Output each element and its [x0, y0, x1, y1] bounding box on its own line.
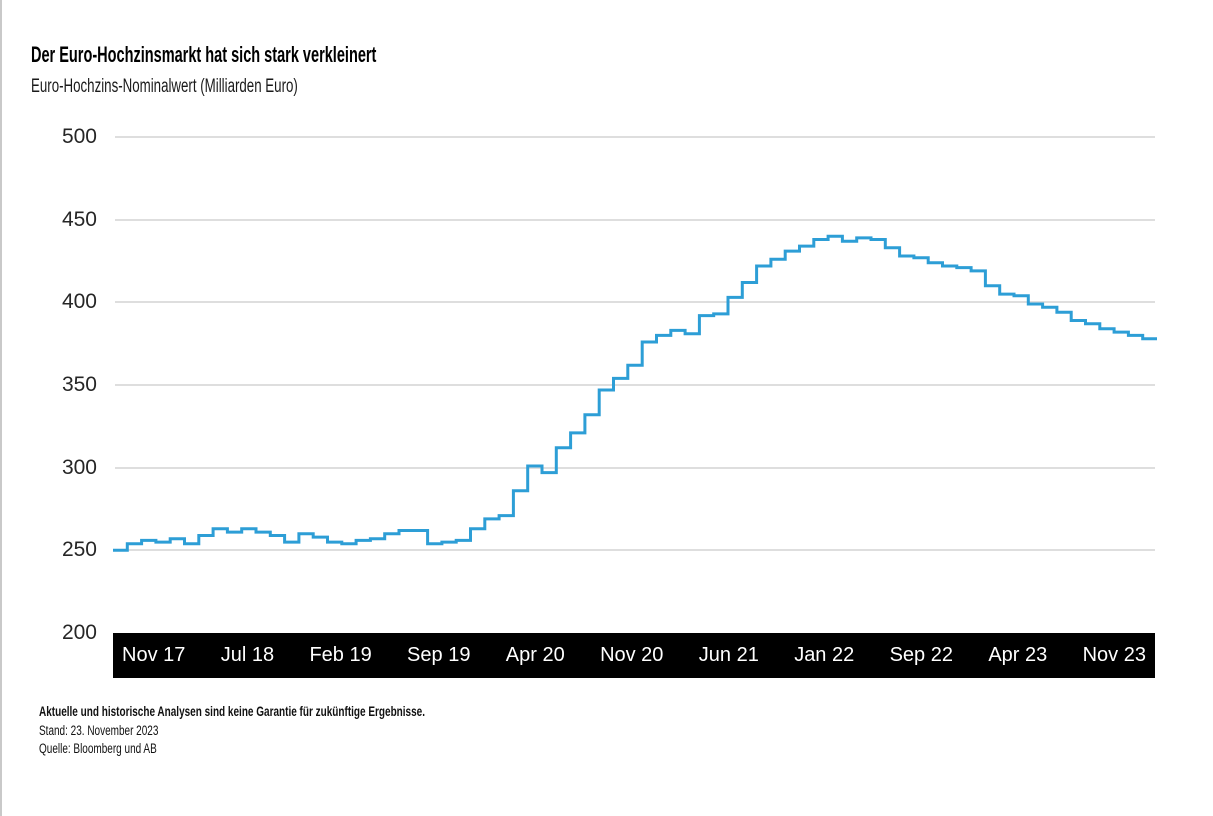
footnote-quelle: Quelle: Bloomberg und AB — [39, 741, 157, 756]
y-tick-label: 200 — [61, 621, 97, 644]
y-tick-label: 400 — [61, 290, 97, 314]
gridline — [115, 549, 1155, 552]
x-axis-bar: Nov 17 Jul 18 Feb 19 Sep 19 Apr 20 Nov 20 Jun … — [113, 633, 1155, 678]
footnote: Aktuelle und historische Analysen sind k… — [39, 703, 561, 759]
y-tick-label: 450 — [61, 207, 97, 231]
page-title: Der Euro-Hochzinsmarkt hat sich stark ve… — [31, 42, 377, 67]
x-tick-label: Sep 22 — [889, 644, 953, 666]
x-tick-label: Jan 22 — [794, 644, 855, 666]
x-tick-label: Apr 20 — [505, 644, 565, 666]
page-left-border — [0, 0, 2, 816]
gridline — [115, 384, 1155, 386]
y-tick-label: 250 — [61, 538, 97, 562]
x-tick-label: Nov 17 — [122, 644, 186, 666]
x-tick-label: Jun 21 — [698, 644, 759, 666]
x-tick-label: Feb 19 — [309, 644, 372, 666]
y-tick-label: 300 — [61, 455, 97, 479]
y-tick-label: 350 — [61, 373, 97, 396]
gridline — [115, 136, 1155, 138]
gridline — [115, 466, 1155, 469]
gridline — [115, 218, 1155, 221]
y-tick-label: 500 — [61, 125, 97, 148]
footnote-stand: Stand: 23. November 2023 — [39, 722, 159, 738]
footnote-disclaimer: Aktuelle und historische Analysen sind k… — [39, 704, 426, 719]
x-tick-label: Jul 18 — [220, 644, 275, 666]
x-tick-label: Nov 23 — [1082, 644, 1146, 666]
x-tick-label: Sep 19 — [407, 644, 471, 666]
series-line — [113, 234, 1157, 552]
gridline — [115, 301, 1155, 304]
chart-subtitle: Euro-Hochzins-Nominalwert (Milliarden Eu… — [31, 76, 298, 97]
x-tick-label: Apr 23 — [988, 644, 1048, 666]
x-tick-label: Nov 20 — [600, 644, 664, 666]
